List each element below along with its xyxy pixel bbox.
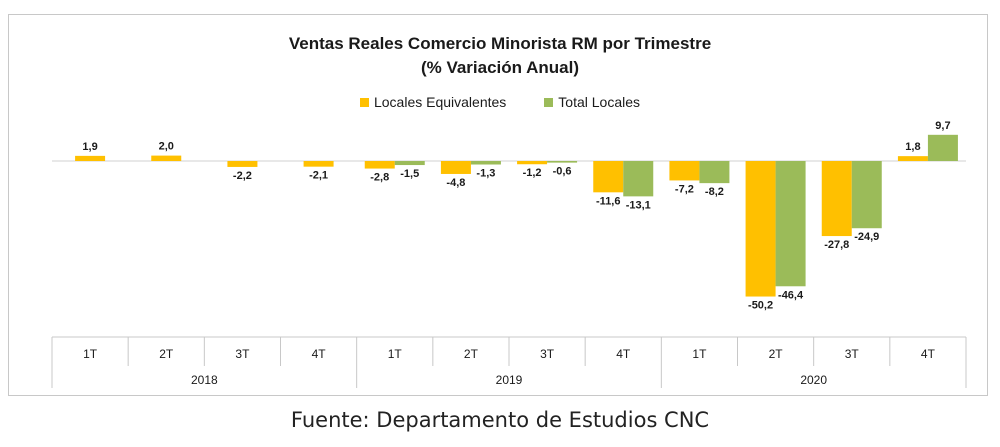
legend-item-locales-equivalentes: Locales Equivalentes — [359, 94, 507, 110]
data-label-total-locales-8: -13,1 — [626, 199, 651, 211]
category-tick-label: 1T — [388, 347, 403, 361]
bar-locales-equivalentes-4 — [303, 161, 334, 167]
bar-locales-equivalentes-6 — [440, 161, 471, 174]
category-tick-label: 3T — [540, 347, 555, 361]
legend-label-locales-equivalentes: Locales Equivalentes — [373, 94, 507, 110]
data-label-locales-equivalentes-2: 2,0 — [159, 141, 174, 153]
legend-item-total-locales: Total Locales — [544, 94, 640, 110]
bar-locales-equivalentes-12 — [897, 156, 928, 161]
bar-total-locales-7 — [547, 161, 578, 163]
chart-title: Ventas Reales Comercio Minorista RM por … — [288, 34, 712, 53]
legend-swatch-total-locales — [544, 97, 554, 107]
bar-locales-equivalentes-7 — [517, 161, 548, 165]
data-label-locales-equivalentes-7: -1,2 — [523, 167, 542, 179]
chart-legend: Locales Equivalentes Total Locales — [0, 94, 1000, 110]
bar-locales-equivalentes-10 — [745, 161, 776, 297]
data-label-locales-equivalentes-9: -7,2 — [675, 183, 694, 195]
category-tick-label: 4T — [921, 347, 936, 361]
data-label-total-locales-5: -1,5 — [400, 168, 419, 180]
category-tick-label: 3T — [235, 347, 250, 361]
category-tick-label: 3T — [845, 347, 860, 361]
data-label-locales-equivalentes-3: -2,2 — [233, 170, 252, 182]
data-label-total-locales-7: -0,6 — [553, 166, 572, 178]
year-group-label: 2019 — [496, 373, 523, 387]
bar-total-locales-8 — [623, 161, 654, 197]
source-footer: Fuente: Departamento de Estudios CNC — [290, 408, 710, 432]
year-group-label: 2020 — [800, 373, 827, 387]
bar-locales-equivalentes-1 — [75, 155, 106, 161]
category-tick-label: 2T — [464, 347, 479, 361]
bar-total-locales-12 — [927, 134, 958, 161]
category-tick-label: 2T — [159, 347, 174, 361]
bar-total-locales-11 — [851, 161, 882, 229]
data-label-locales-equivalentes-10: -50,2 — [748, 300, 773, 312]
category-tick-label: 4T — [616, 347, 631, 361]
category-tick-label: 2T — [769, 347, 784, 361]
chart-subtitle: (% Variación Anual) — [420, 58, 580, 77]
bar-total-locales-5 — [394, 161, 425, 166]
legend-swatch-locales-equivalentes — [359, 97, 369, 107]
bar-locales-equivalentes-9 — [669, 161, 700, 181]
legend-label-total-locales: Total Locales — [558, 94, 641, 110]
category-tick-label: 4T — [312, 347, 327, 361]
bar-locales-equivalentes-11 — [821, 161, 852, 237]
bar-locales-equivalentes-2 — [151, 155, 182, 161]
year-group-label: 2018 — [191, 373, 218, 387]
data-label-total-locales-11: -24,9 — [854, 231, 879, 243]
data-label-total-locales-9: -8,2 — [705, 186, 724, 198]
category-tick-label: 1T — [83, 347, 98, 361]
data-label-total-locales-10: -46,4 — [778, 289, 804, 301]
bar-locales-equivalentes-3 — [227, 161, 258, 167]
data-label-locales-equivalentes-11: -27,8 — [824, 239, 849, 251]
bar-total-locales-9 — [699, 161, 730, 184]
data-label-total-locales-6: -1,3 — [476, 168, 495, 180]
bar-locales-equivalentes-5 — [364, 161, 395, 169]
data-label-locales-equivalentes-6: -4,8 — [446, 177, 465, 189]
bar-total-locales-6 — [470, 161, 501, 165]
category-tick-label: 1T — [692, 347, 707, 361]
data-label-locales-equivalentes-12: 1,8 — [905, 141, 920, 153]
data-label-locales-equivalentes-8: -11,6 — [596, 195, 620, 207]
data-label-total-locales-12: 9,7 — [935, 120, 950, 132]
data-label-locales-equivalentes-5: -2,8 — [370, 172, 389, 184]
bar-total-locales-10 — [775, 161, 806, 287]
data-label-locales-equivalentes-4: -2,1 — [309, 170, 328, 182]
bar-locales-equivalentes-8 — [593, 161, 624, 193]
data-label-locales-equivalentes-1: 1,9 — [82, 141, 97, 153]
